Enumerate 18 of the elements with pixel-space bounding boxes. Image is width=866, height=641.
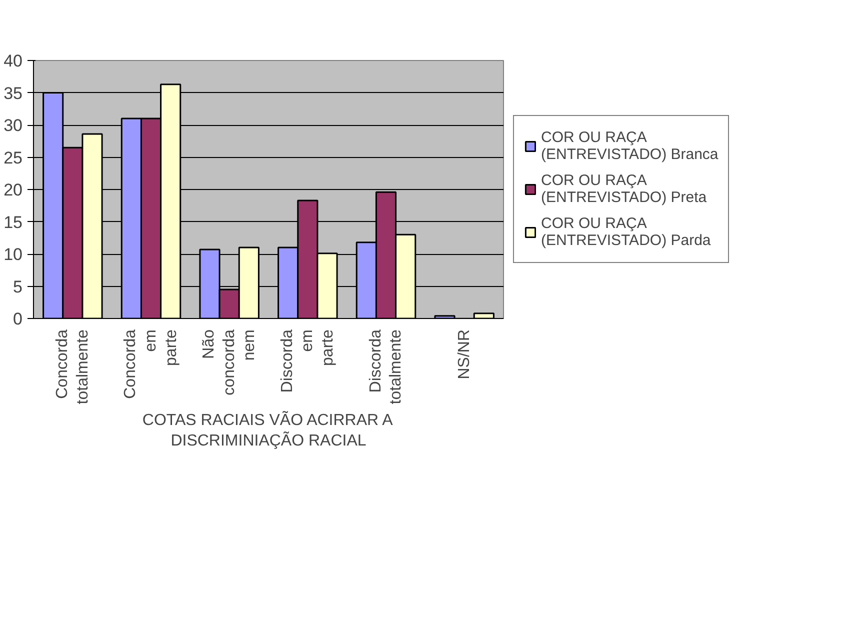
x-tick-label: NS/NR bbox=[456, 330, 473, 380]
y-tick-label: 40 bbox=[4, 52, 23, 70]
y-tick-label: 5 bbox=[13, 277, 23, 296]
x-tick-label: Concorda em parte bbox=[122, 329, 180, 399]
x-tick-label: Não concorda nem bbox=[200, 329, 258, 396]
legend-label: COR OU RAÇA (ENTREVISTADO) Preta bbox=[541, 171, 707, 208]
legend-label: COR OU RAÇA (ENTREVISTADO) Branca bbox=[541, 128, 718, 165]
y-tick-label: 20 bbox=[4, 180, 23, 200]
y-tick-label: 30 bbox=[4, 116, 23, 135]
y-tick-label: 15 bbox=[4, 212, 23, 232]
x-axis-title: COTAS RACIAIS VÃO ACIRRAR A DISCRIMINIAÇÃO RACIAL bbox=[142, 410, 394, 450]
y-tick-label: 10 bbox=[4, 245, 23, 264]
x-tick-label: Concorda totalmente bbox=[54, 329, 92, 404]
y-tick-label: 35 bbox=[4, 84, 23, 103]
legend-label: COR OU RAÇA (ENTREVISTADO) Parda bbox=[541, 214, 711, 251]
y-tick-label: 25 bbox=[4, 148, 23, 168]
x-tick-label: Discorda em parte bbox=[278, 329, 337, 393]
y-tick-label: 0 bbox=[13, 310, 23, 328]
